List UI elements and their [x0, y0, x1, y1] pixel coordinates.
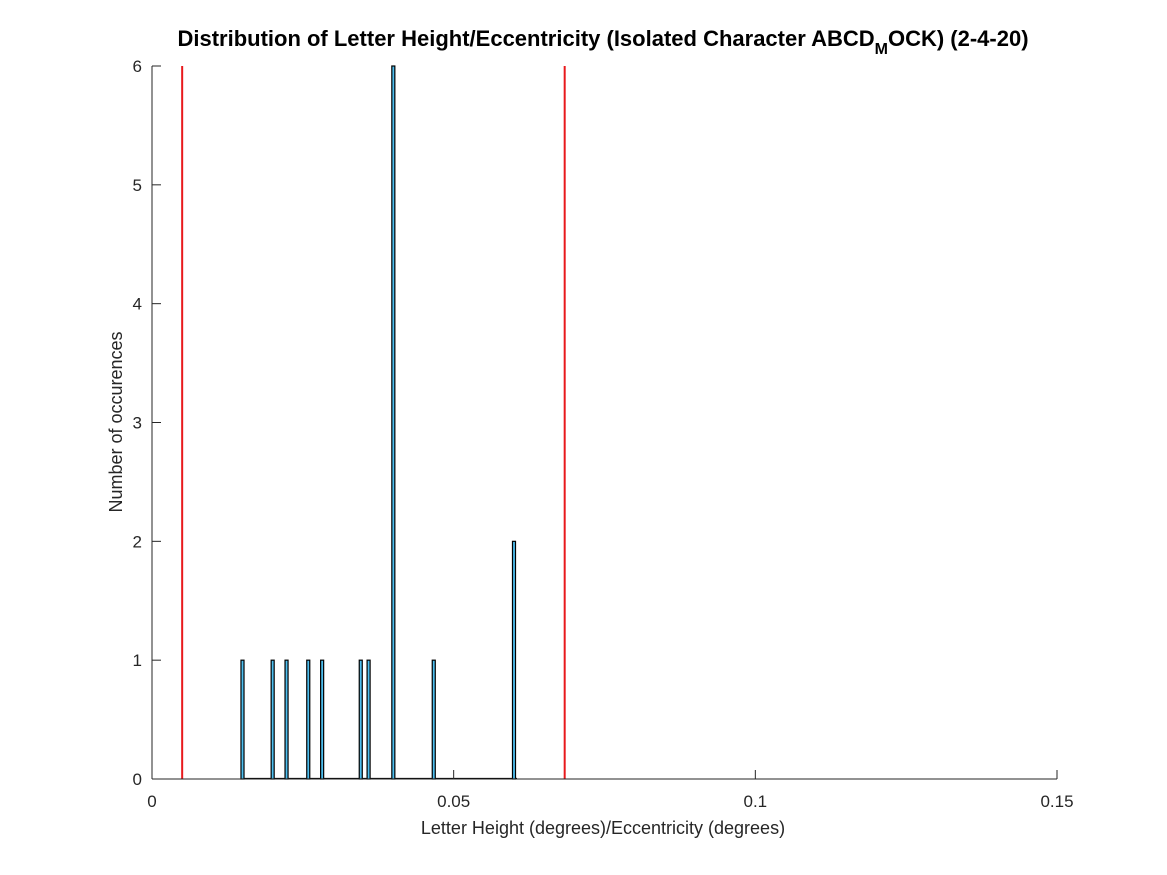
histogram-bar-9 [431, 659, 436, 780]
y-axis-label: Number of occurences [106, 331, 126, 512]
histogram-bar-3 [284, 659, 289, 780]
x-tick-label: 0.05 [437, 792, 470, 811]
x-tick-label: 0.1 [744, 792, 768, 811]
y-tick-label: 0 [133, 770, 142, 789]
chart-title-subscript: M [875, 41, 888, 58]
y-tick-label: 6 [133, 57, 142, 76]
x-tick-label: 0.15 [1040, 792, 1073, 811]
histogram-bar-1 [240, 659, 245, 780]
y-tick-label: 2 [133, 532, 142, 551]
histogram-bar-10 [511, 540, 517, 780]
chart-title: Distribution of Letter Height/Eccentrici… [177, 26, 1028, 58]
y-tick-label: 5 [133, 176, 142, 195]
histogram-bar-5 [320, 659, 325, 780]
y-tick-label: 1 [133, 651, 142, 670]
y-tick-label: 4 [133, 295, 142, 314]
x-axis-ticks: 0 0.05 0.1 0.15 [147, 770, 1074, 811]
chart-title-main: Distribution of Letter Height/Eccentrici… [177, 26, 874, 51]
histogram-bar-4 [306, 659, 311, 780]
histogram-bar-6 [358, 659, 363, 780]
y-tick-label: 3 [133, 414, 142, 433]
y-axis-ticks: 0 1 2 3 4 5 6 [133, 57, 161, 789]
chart-title-end: OCK) (2-4-20) [888, 26, 1029, 51]
histogram-bar-7 [366, 659, 371, 780]
plot-area [151, 65, 1057, 780]
histogram-bar-8 [391, 65, 396, 780]
x-axis-label: Letter Height (degrees)/Eccentricity (de… [421, 818, 785, 838]
x-tick-label: 0 [147, 792, 156, 811]
histogram-bar-2 [270, 659, 275, 780]
